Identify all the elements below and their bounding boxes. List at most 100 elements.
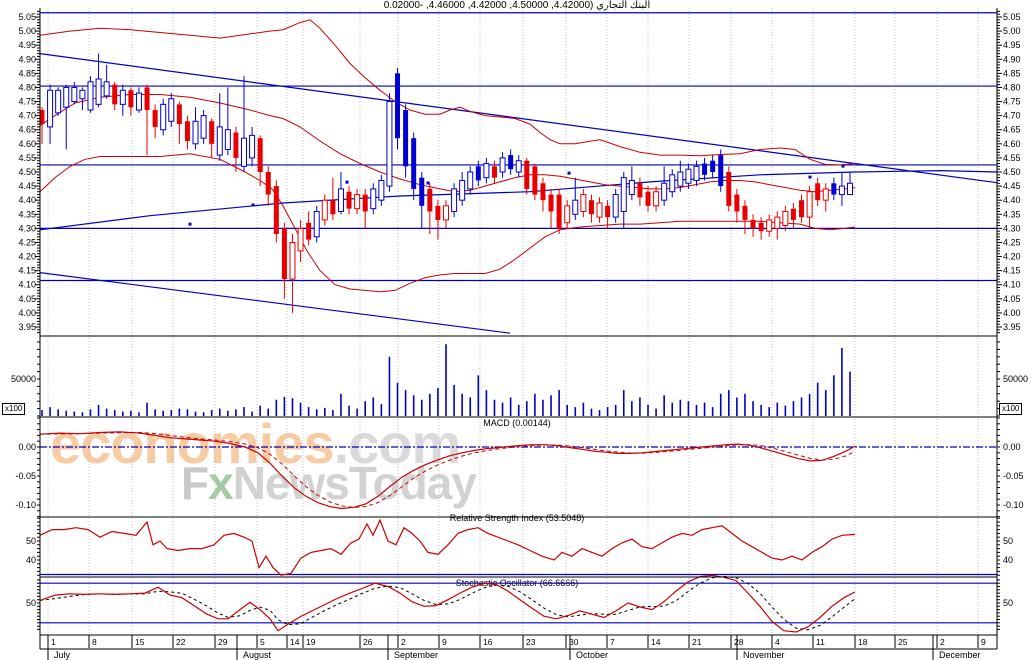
svg-text:50: 50 — [1003, 598, 1013, 608]
svg-text:4.25: 4.25 — [18, 237, 36, 247]
stochastic-axis: 50 50 — [26, 579, 1013, 630]
svg-text:4.10: 4.10 — [18, 280, 36, 290]
svg-text:4.50: 4.50 — [1003, 167, 1021, 177]
svg-text:4.80: 4.80 — [18, 82, 36, 92]
svg-text:5.00: 5.00 — [18, 26, 36, 36]
svg-text:4.45: 4.45 — [1003, 181, 1021, 191]
bollinger-bands — [39, 19, 856, 293]
price-axis: 5.05 5.05 5.00 5.00 4.95 4.95 4.90 4.90 4.85 4.85… — [18, 10, 1021, 334]
macd-panel — [39, 431, 997, 510]
volume-scale-box-left: x100 — [2, 403, 26, 415]
svg-text:4.00: 4.00 — [1003, 308, 1021, 318]
svg-text:4.00: 4.00 — [18, 308, 36, 318]
svg-text:-0.10: -0.10 — [15, 500, 36, 510]
svg-text:5.05: 5.05 — [18, 12, 36, 22]
svg-text:September: September — [394, 650, 438, 660]
svg-text:4.50: 4.50 — [18, 167, 36, 177]
svg-text:4.85: 4.85 — [1003, 68, 1021, 78]
svg-text:4.25: 4.25 — [1003, 237, 1021, 247]
svg-text:25: 25 — [898, 637, 908, 647]
svg-text:2: 2 — [940, 637, 945, 647]
svg-text:7: 7 — [610, 637, 615, 647]
svg-text:4.30: 4.30 — [1003, 223, 1021, 233]
svg-text:4.60: 4.60 — [1003, 139, 1021, 149]
svg-text:50000: 50000 — [11, 374, 36, 384]
svg-text:5.00: 5.00 — [1003, 26, 1021, 36]
svg-text:8: 8 — [92, 637, 97, 647]
svg-text:4.40: 4.40 — [18, 195, 36, 205]
svg-text:-0.05: -0.05 — [15, 471, 36, 481]
rsi-axis: 50 50 40 40 — [26, 517, 1013, 576]
svg-text:40: 40 — [26, 555, 36, 565]
macd-panel-label: MACD (0.00144) — [483, 418, 551, 428]
svg-text:22: 22 — [176, 637, 186, 647]
svg-text:4.15: 4.15 — [18, 266, 36, 276]
svg-text:30: 30 — [569, 637, 579, 647]
svg-text:4.30: 4.30 — [18, 223, 36, 233]
svg-text:4.20: 4.20 — [18, 252, 36, 262]
svg-text:4.20: 4.20 — [1003, 252, 1021, 262]
svg-text:4.65: 4.65 — [18, 125, 36, 135]
svg-text:9: 9 — [442, 637, 447, 647]
svg-text:-0.05: -0.05 — [1003, 471, 1024, 481]
economies-watermark-suffix: .com — [333, 412, 462, 475]
svg-text:3.95: 3.95 — [18, 322, 36, 332]
svg-text:28: 28 — [734, 637, 744, 647]
macd-axis: 0.00 0.00 -0.05 -0.05 -0.10 -0.10 — [15, 417, 1024, 518]
svg-text:11: 11 — [816, 637, 825, 647]
svg-text:4.95: 4.95 — [18, 40, 36, 50]
svg-text:4.75: 4.75 — [18, 97, 36, 107]
svg-text:40: 40 — [1003, 555, 1013, 565]
svg-text:26: 26 — [363, 637, 373, 647]
svg-text:4.55: 4.55 — [1003, 153, 1021, 163]
svg-text:2: 2 — [401, 637, 406, 647]
svg-text:4.45: 4.45 — [18, 181, 36, 191]
fxnews-x: x — [208, 457, 234, 509]
svg-text:50: 50 — [26, 598, 36, 608]
svg-text:-0.10: -0.10 — [1003, 500, 1024, 510]
svg-text:4.05: 4.05 — [18, 294, 36, 304]
vertical-gridlines — [47, 8, 979, 635]
svg-text:0.00: 0.00 — [1003, 442, 1021, 452]
svg-text:4.75: 4.75 — [1003, 97, 1021, 107]
svg-text:14: 14 — [290, 637, 300, 647]
svg-text:4.85: 4.85 — [18, 68, 36, 78]
svg-text:23: 23 — [526, 637, 536, 647]
volume-bars — [41, 344, 851, 416]
svg-text:50000: 50000 — [1003, 374, 1028, 384]
chart-title-ohlc: 0.02000- ,4.46000 ,4.42000 ,4.50000 ,4.4… — [383, 0, 651, 11]
candlesticks — [39, 53, 853, 313]
svg-text:4.60: 4.60 — [18, 139, 36, 149]
svg-text:50: 50 — [26, 536, 36, 546]
rsi-panel — [39, 518, 997, 576]
svg-text:4.35: 4.35 — [1003, 209, 1021, 219]
svg-text:1: 1 — [51, 637, 56, 647]
time-axis: 1 8 15 22 29 5 14 19 26 2 9 16 23 30 7 14 21 28 4 11 18 25 2 9J… — [47, 635, 986, 660]
svg-text:18: 18 — [858, 637, 868, 647]
svg-text:4.70: 4.70 — [18, 111, 36, 121]
svg-text:4.65: 4.65 — [1003, 125, 1021, 135]
svg-text:4.55: 4.55 — [18, 153, 36, 163]
svg-text:4.15: 4.15 — [1003, 266, 1021, 276]
volume-axis: 50000 50000 — [11, 341, 1028, 417]
svg-text:19: 19 — [306, 637, 316, 647]
svg-text:5.05: 5.05 — [1003, 12, 1021, 22]
svg-text:29: 29 — [218, 637, 228, 647]
svg-text:4.95: 4.95 — [1003, 40, 1021, 50]
svg-text:July: July — [54, 650, 71, 660]
svg-text:14: 14 — [651, 637, 661, 647]
svg-text:4.70: 4.70 — [1003, 111, 1021, 121]
svg-text:5: 5 — [260, 637, 265, 647]
svg-text:October: October — [576, 650, 608, 660]
svg-text:August: August — [243, 650, 272, 660]
svg-text:4.80: 4.80 — [1003, 82, 1021, 92]
svg-text:50: 50 — [1003, 536, 1013, 546]
svg-text:4.10: 4.10 — [1003, 280, 1021, 290]
fxnews-f: F — [181, 457, 209, 509]
svg-text:4.35: 4.35 — [18, 209, 36, 219]
svg-text:4.05: 4.05 — [1003, 294, 1021, 304]
svg-text:4.40: 4.40 — [1003, 195, 1021, 205]
svg-text:16: 16 — [483, 637, 493, 647]
